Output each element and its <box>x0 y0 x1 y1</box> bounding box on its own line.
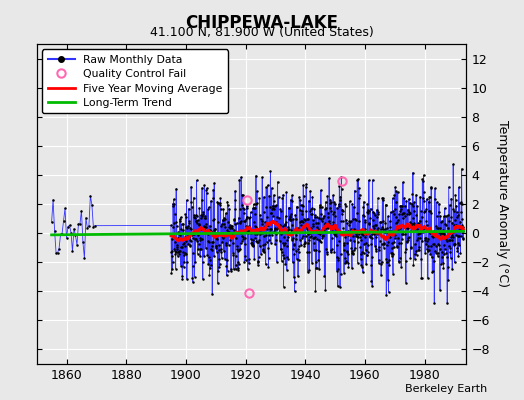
Text: CHIPPEWA-LAKE: CHIPPEWA-LAKE <box>185 14 339 32</box>
Y-axis label: Temperature Anomaly (°C): Temperature Anomaly (°C) <box>496 120 509 288</box>
Legend: Raw Monthly Data, Quality Control Fail, Five Year Moving Average, Long-Term Tren: Raw Monthly Data, Quality Control Fail, … <box>42 50 228 113</box>
Text: Berkeley Earth: Berkeley Earth <box>405 384 487 394</box>
Text: 41.100 N, 81.900 W (United States): 41.100 N, 81.900 W (United States) <box>150 26 374 39</box>
